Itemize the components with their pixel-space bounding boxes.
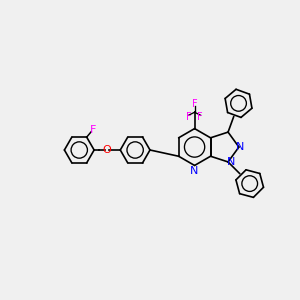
Text: F: F — [192, 99, 197, 109]
Text: F: F — [197, 112, 203, 122]
Text: O: O — [103, 145, 111, 155]
Text: N: N — [236, 142, 244, 152]
Text: N: N — [190, 166, 198, 176]
Text: F: F — [90, 125, 97, 135]
Text: N: N — [227, 157, 235, 167]
Text: F: F — [186, 112, 192, 122]
